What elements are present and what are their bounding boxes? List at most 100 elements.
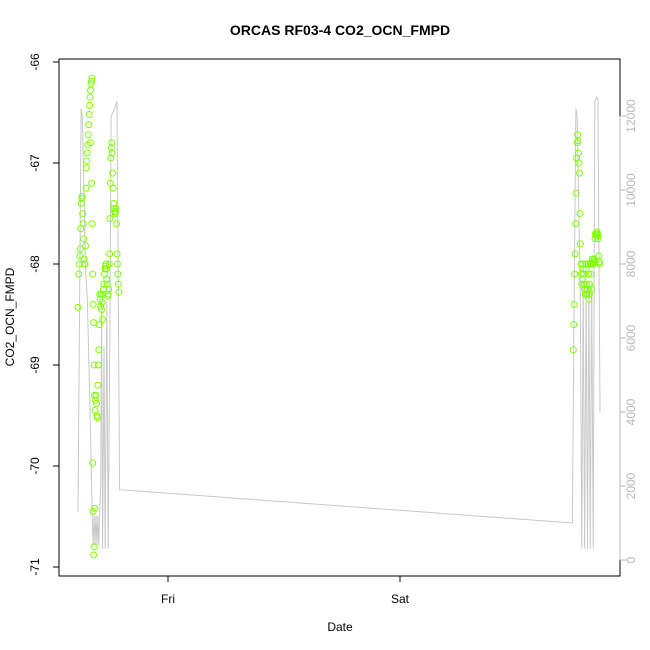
data-point	[91, 504, 98, 512]
data-point	[98, 298, 106, 306]
data-point	[74, 303, 82, 311]
data-point	[86, 139, 94, 147]
data-point	[571, 270, 579, 278]
altitude-series	[77, 96, 601, 549]
x-tick-label: Sat	[391, 592, 410, 606]
data-point	[112, 205, 120, 212]
co2-series	[74, 74, 604, 559]
data-point	[576, 240, 584, 248]
data-point	[88, 77, 95, 85]
data-point	[105, 260, 113, 268]
data-point	[77, 199, 85, 207]
data-point	[84, 131, 92, 139]
data-point	[570, 300, 578, 308]
left-tick-label: -71	[28, 558, 42, 576]
data-point	[587, 285, 595, 293]
left-tick-label: -68	[28, 255, 42, 273]
data-point	[109, 184, 117, 192]
data-point	[76, 245, 84, 253]
data-point	[572, 220, 580, 228]
data-point	[113, 220, 120, 228]
data-point	[115, 288, 123, 296]
data-point	[579, 260, 587, 268]
data-point	[89, 300, 97, 308]
data-point	[80, 255, 88, 263]
data-point	[585, 295, 593, 303]
data-point	[98, 306, 106, 313]
right-tick-label: 4000	[624, 398, 638, 425]
data-point	[108, 149, 116, 157]
data-point	[95, 346, 103, 354]
data-point	[584, 260, 592, 268]
data-point	[83, 149, 91, 157]
altitude-line	[77, 96, 601, 549]
data-point	[106, 215, 114, 222]
left-tick-label: -70	[28, 457, 42, 475]
data-point	[104, 290, 112, 298]
data-point	[108, 139, 116, 147]
data-point	[86, 93, 94, 101]
data-point	[82, 164, 90, 172]
data-point	[81, 260, 89, 268]
data-point	[95, 321, 103, 329]
data-point	[93, 414, 101, 421]
data-point	[594, 232, 602, 240]
data-point	[97, 302, 105, 310]
data-point	[75, 270, 83, 278]
x-axis-label: Date	[327, 620, 353, 634]
data-point	[575, 159, 583, 167]
data-point	[107, 144, 115, 152]
data-point	[572, 189, 580, 197]
data-point	[590, 255, 598, 263]
data-point	[576, 210, 584, 217]
data-point	[574, 137, 582, 145]
data-point	[594, 235, 602, 243]
data-point	[589, 260, 597, 268]
right-tick-label: 10000	[624, 173, 638, 207]
data-point	[113, 250, 121, 258]
data-point	[570, 321, 578, 329]
data-point	[575, 149, 582, 157]
data-point	[109, 169, 117, 177]
data-point	[90, 551, 98, 559]
right-tick-label: 12000	[624, 99, 638, 133]
data-point	[100, 285, 107, 293]
data-point	[569, 346, 577, 354]
data-point	[82, 184, 90, 192]
data-point	[114, 280, 122, 288]
data-point	[106, 250, 114, 258]
data-point	[107, 154, 115, 162]
data-point	[103, 280, 111, 288]
data-point	[92, 399, 100, 407]
data-point	[105, 285, 113, 293]
right-y-axis: 0 2000 4000 6000 8000 10000 12000	[619, 99, 638, 563]
data-point	[113, 260, 121, 268]
data-point	[587, 270, 595, 278]
data-point	[88, 220, 96, 228]
chart-title: ORCAS RF03-4 CO2_OCN_FMPD	[230, 22, 450, 38]
data-point	[89, 459, 97, 467]
data-point	[99, 316, 107, 323]
data-point	[92, 391, 100, 399]
x-axis: Fri Sat	[161, 575, 410, 606]
data-point	[79, 220, 87, 228]
data-point	[86, 101, 94, 109]
data-point	[83, 157, 91, 165]
left-tick-label: -67	[28, 154, 42, 172]
left-tick-label: -66	[28, 53, 42, 71]
y-axis-label: CO2_OCN_FMPD	[3, 267, 17, 366]
data-point	[571, 250, 579, 258]
right-tick-label: 8000	[624, 250, 638, 277]
data-point	[88, 74, 96, 82]
data-point	[583, 280, 590, 288]
data-point	[596, 260, 604, 268]
data-point	[82, 242, 90, 250]
data-point	[576, 169, 583, 177]
data-point	[90, 543, 98, 551]
x-tick-label: Fri	[161, 592, 175, 606]
data-point	[102, 260, 110, 268]
left-tick-label: -69	[28, 356, 42, 374]
data-point	[79, 210, 87, 217]
data-point	[78, 192, 86, 200]
